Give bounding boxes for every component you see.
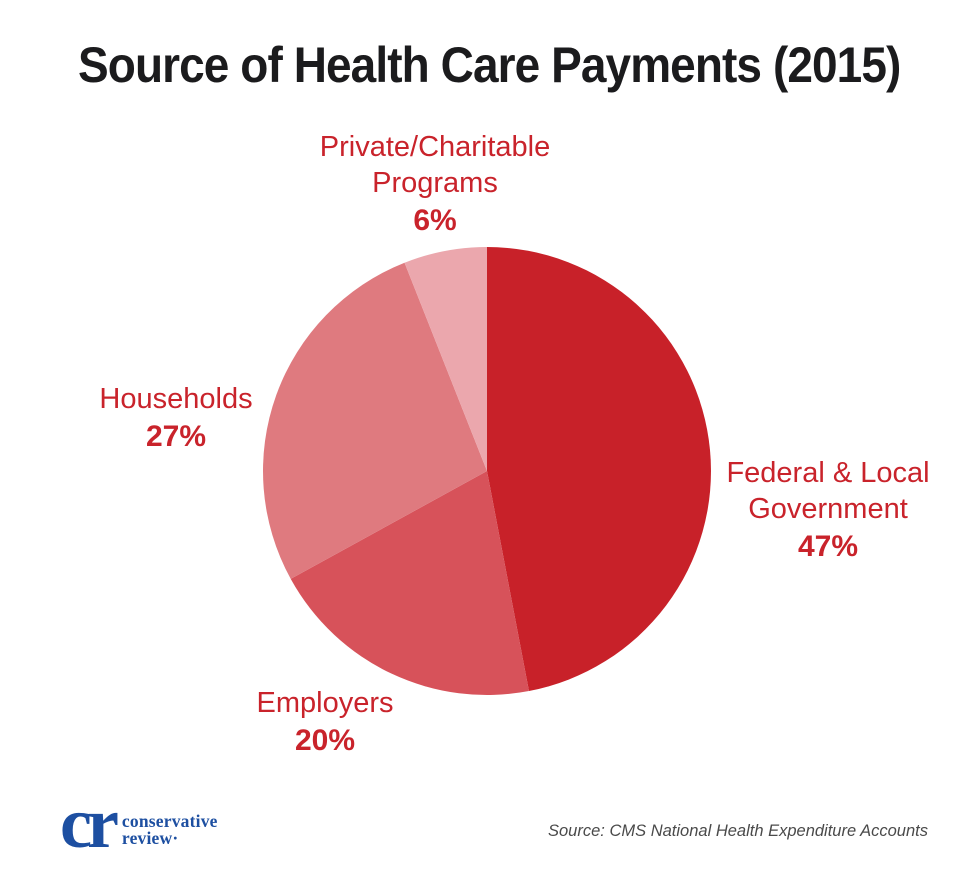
label-households: Households 27% [46,382,306,455]
label-text: Government [748,492,908,525]
conservative-review-logo: cr conservative review· [60,783,218,863]
logo-wordmark: conservative review· [121,810,218,848]
source-note: Source: CMS National Health Expenditure … [548,822,928,840]
pie-slice-private-charitable-programs [404,247,487,471]
label-text: Federal & Local [726,457,930,489]
logo-wordmark-line1: conservative [121,810,218,831]
label-text: Employers [256,687,394,719]
page-title: Source of Health Care Payments (2015) [78,37,901,93]
label-text: Programs [372,166,498,199]
logo-wordmark-line2: review· [121,827,179,848]
pie-slice-federal-local-government [487,247,711,692]
pie-chart [263,247,711,695]
label-federal-local-government: Federal & Local Government 47% [697,456,959,565]
label-text: Households [99,383,253,415]
label-value: 6% [413,203,457,237]
pie-slice-households [263,262,487,579]
label-value: 47% [797,529,859,563]
label-private-charitable-programs: Private/Charitable Programs 6% [270,130,600,239]
cr-logo-mark: cr [60,783,119,863]
label-value: 27% [145,419,207,453]
label-text: Private/Charitable [319,131,551,163]
label-value: 20% [294,723,356,757]
label-employers: Employers 20% [205,686,445,759]
pie-slice-employers [290,471,529,695]
